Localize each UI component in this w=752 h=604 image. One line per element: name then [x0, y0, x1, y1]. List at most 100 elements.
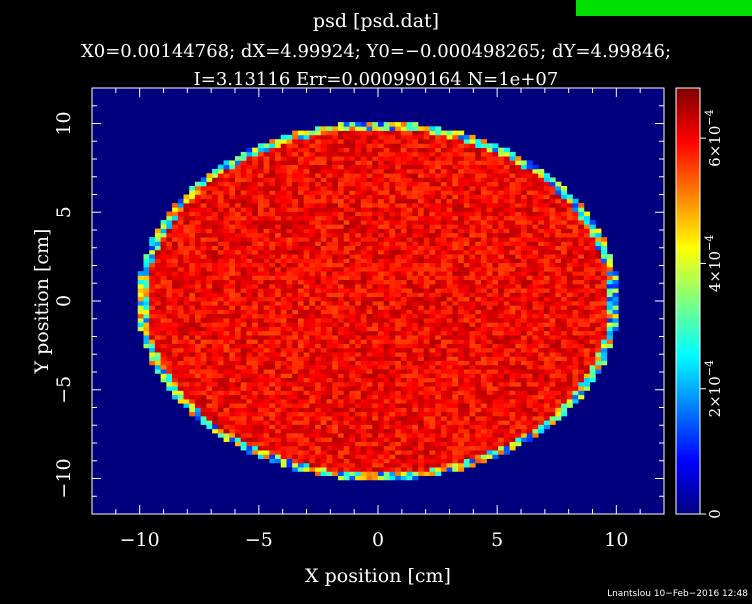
heatmap-cell	[395, 369, 402, 374]
heatmap-cell	[503, 356, 510, 361]
heatmap-cell	[469, 420, 476, 425]
heatmap-cell	[469, 301, 476, 306]
heatmap-cell	[172, 207, 179, 212]
heatmap-cell	[160, 283, 167, 289]
heatmap-cell	[406, 215, 413, 221]
heatmap-cell	[332, 249, 339, 255]
heatmap-cell	[320, 462, 327, 468]
heatmap-cell	[366, 369, 373, 374]
heatmap-cell	[526, 283, 533, 289]
heatmap-cell	[480, 143, 488, 148]
heatmap-cell	[194, 326, 202, 332]
heatmap-cell	[143, 279, 150, 285]
heatmap-cell	[435, 420, 442, 425]
heatmap-cell	[143, 283, 150, 289]
heatmap-cell	[303, 398, 310, 404]
heatmap-cell	[418, 450, 425, 455]
heatmap-cell	[412, 454, 419, 459]
heatmap-cell	[389, 403, 396, 408]
heatmap-cell	[503, 428, 510, 434]
heatmap-cell	[503, 156, 510, 161]
heatmap-cell	[223, 318, 230, 323]
heatmap-cell	[292, 407, 299, 413]
heatmap-cell	[332, 318, 339, 323]
heatmap-cell	[429, 228, 436, 234]
heatmap-cell	[297, 279, 304, 285]
heatmap-cell	[412, 173, 419, 178]
heatmap-cell	[326, 373, 333, 379]
heatmap-cell	[406, 377, 413, 383]
heatmap-cell	[303, 177, 310, 183]
heatmap-cell	[332, 343, 339, 349]
heatmap-cell	[406, 122, 413, 127]
heatmap-cell	[521, 168, 528, 174]
heatmap-cell	[498, 220, 505, 225]
heatmap-cell	[149, 326, 156, 332]
heatmap-cell	[326, 398, 333, 404]
heatmap-cell	[378, 411, 385, 417]
heatmap-cell	[395, 360, 402, 366]
heatmap-cell	[194, 271, 202, 276]
heatmap-cell	[194, 254, 202, 259]
heatmap-cell	[212, 279, 219, 285]
heatmap-cell	[252, 364, 259, 370]
heatmap-cell	[435, 441, 442, 447]
heatmap-cell	[223, 249, 230, 255]
heatmap-cell	[269, 398, 276, 404]
heatmap-cell	[326, 177, 333, 183]
heatmap-cell	[469, 211, 476, 217]
heatmap-cell	[263, 347, 270, 353]
heatmap-cell	[355, 347, 362, 353]
heatmap-cell	[389, 122, 396, 127]
heatmap-cell	[309, 271, 316, 276]
heatmap-cell	[183, 215, 190, 221]
heatmap-cell	[257, 143, 264, 148]
heatmap-cell	[320, 160, 327, 166]
heatmap-cell	[480, 309, 488, 315]
heatmap-cell	[480, 262, 488, 268]
heatmap-cell	[280, 360, 287, 366]
heatmap-cell	[309, 237, 316, 242]
heatmap-cell	[423, 164, 430, 170]
heatmap-cell	[440, 211, 447, 217]
heatmap-cell	[200, 241, 207, 246]
heatmap-cell	[223, 160, 230, 166]
heatmap-cell	[423, 411, 430, 417]
heatmap-cell	[458, 249, 465, 255]
heatmap-cell	[440, 305, 447, 310]
heatmap-cell	[395, 288, 402, 293]
heatmap-cell	[509, 339, 516, 344]
heatmap-cell	[435, 347, 442, 353]
heatmap-cell	[240, 326, 247, 332]
heatmap-cell	[538, 275, 545, 281]
heatmap-cell	[521, 185, 528, 191]
heatmap-cell	[521, 386, 528, 391]
heatmap-cell	[343, 450, 350, 455]
heatmap-cell	[246, 190, 253, 195]
heatmap-cell	[463, 232, 470, 238]
heatmap-cell	[446, 292, 453, 298]
heatmap-cell	[423, 347, 430, 353]
heatmap-cell	[223, 211, 230, 217]
heatmap-cell	[463, 416, 470, 421]
heatmap-cell	[418, 283, 425, 289]
heatmap-cell	[194, 190, 202, 195]
heatmap-cell	[469, 134, 476, 140]
heatmap-cell	[355, 164, 362, 170]
heatmap-cell	[223, 428, 230, 434]
heatmap-cell	[349, 292, 356, 298]
heatmap-cell	[292, 203, 299, 208]
heatmap-cell	[315, 428, 322, 434]
heatmap-cell	[309, 224, 316, 229]
heatmap-cell	[263, 386, 270, 391]
heatmap-cell	[246, 356, 253, 361]
heatmap-cell	[303, 283, 310, 289]
heatmap-cell	[257, 228, 264, 234]
heatmap-cell	[526, 185, 533, 191]
heatmap-cell	[200, 364, 207, 370]
heatmap-cell	[235, 237, 242, 242]
heatmap-cell	[212, 262, 219, 268]
heatmap-cell	[366, 318, 373, 323]
heatmap-cell	[480, 343, 488, 349]
heatmap-cell	[532, 185, 539, 191]
